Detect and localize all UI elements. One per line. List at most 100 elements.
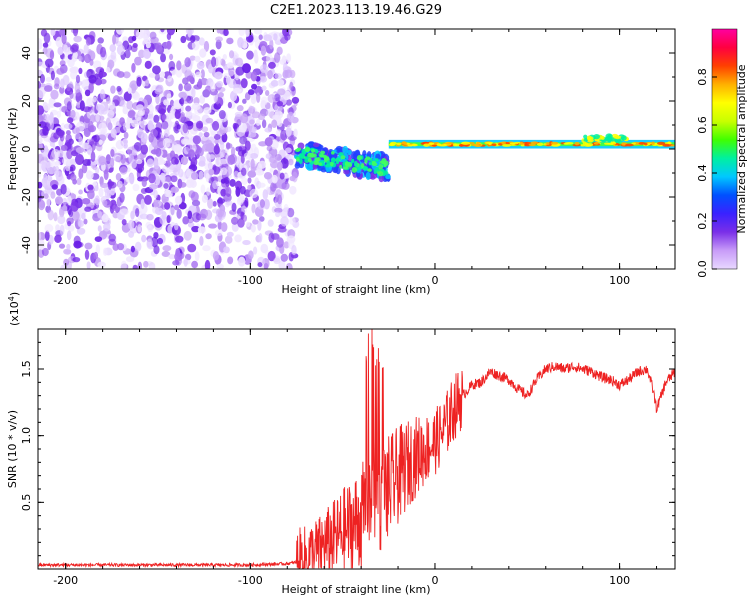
spectrogram-speck: [119, 192, 125, 203]
spectrogram-speck: [261, 119, 267, 129]
spectrogram-speck: [340, 155, 346, 160]
spectrogram-speck: [74, 154, 84, 165]
spectrogram-speck: [282, 69, 289, 79]
spectrogram-speck: [291, 171, 298, 183]
y-tick-label: -40: [20, 236, 33, 254]
spectrogram-speck: [166, 40, 172, 50]
spectrogram-speck: [141, 234, 147, 243]
spectrogram-speck: [66, 149, 73, 160]
spectrogram-speck: [162, 137, 171, 149]
spectrogram-speck: [68, 209, 74, 218]
spectrogram-speck: [128, 219, 135, 230]
spectrogram-speck: [220, 222, 228, 233]
spectrogram-speck: [224, 235, 233, 244]
spectrogram-speck: [66, 101, 72, 112]
spectrogram-speck: [170, 186, 180, 193]
spectrogram-speck: [61, 33, 67, 45]
spectrogram-speck: [75, 147, 84, 154]
spectrogram-speck: [621, 142, 626, 145]
spectrogram-speck: [38, 136, 43, 145]
spectrogram-speck: [131, 35, 137, 42]
spectrogram-speck: [285, 147, 292, 154]
spectrogram-speck: [614, 137, 622, 144]
figure-title: C2E1.2023.113.19.46.G29: [270, 3, 442, 18]
y-tick-label: 1.5: [20, 360, 33, 378]
spectrogram-speck: [130, 119, 139, 128]
spectrogram-speck: [356, 155, 362, 161]
spectrogram-speck: [276, 100, 284, 107]
spectrogram-speck: [288, 158, 294, 166]
spectrogram-speck: [263, 34, 272, 42]
spectrogram-speck: [212, 180, 219, 190]
spectrogram-speck: [69, 193, 77, 199]
spectrogram-speck: [53, 212, 58, 222]
spectrogram-speck: [156, 237, 164, 245]
colorbar-label: Normalized spectral amplitude: [735, 64, 748, 233]
spectrogram-speck: [94, 73, 99, 80]
spectrogram-speck: [119, 117, 125, 126]
spectrogram-speck: [258, 233, 263, 243]
spectrogram-speck: [245, 29, 251, 37]
spectrogram-speck: [347, 149, 352, 156]
spectrogram-speck: [259, 199, 266, 208]
spectrogram-speck: [132, 43, 138, 49]
spectrogram-speck: [280, 129, 288, 141]
spectrogram-speck: [78, 189, 83, 195]
spectrogram-speck: [169, 53, 174, 61]
x-tick-label: 0: [431, 274, 438, 287]
spectrogram-speck: [78, 55, 83, 62]
spectrogram-speck: [247, 184, 252, 191]
spectrogram-speck: [182, 123, 189, 134]
spectrogram-speck: [71, 210, 80, 222]
spectrogram-speck: [242, 240, 251, 246]
spectrogram-speck: [128, 153, 135, 164]
spectrogram-speck: [194, 106, 203, 115]
spectrogram-speck: [180, 97, 185, 107]
spectrogram-speck: [502, 144, 512, 147]
spectrogram-speck: [208, 223, 218, 229]
spectrogram-speck: [69, 91, 74, 100]
spectrogram-speck: [47, 209, 54, 221]
spectrogram-speck: [55, 171, 63, 182]
spectrogram-speck: [135, 207, 140, 218]
spectrogram-y-label: Frequency (Hz): [6, 108, 19, 191]
spectrogram-speck: [197, 226, 206, 234]
spectrogram-speck: [368, 161, 372, 166]
spectrogram-speck: [180, 156, 189, 165]
spectrogram-speck: [294, 162, 301, 169]
spectrogram-speck: [160, 53, 166, 63]
spectrogram-speck: [231, 202, 237, 212]
spectrogram-speck: [186, 95, 194, 104]
spectrogram-speck: [157, 159, 167, 165]
spectrogram-speck: [236, 105, 244, 112]
spectrogram-speck: [102, 199, 108, 207]
snr-scale-label: (x104): [7, 292, 21, 326]
spectrogram-speck: [458, 144, 465, 147]
spectrogram-speck: [274, 52, 281, 64]
spectrogram-speck: [283, 173, 289, 179]
spectrogram-speck: [169, 109, 176, 120]
spectrogram-speck: [99, 46, 107, 58]
spectrogram-speck: [160, 29, 165, 33]
spectrogram-speck: [154, 207, 164, 215]
y-tick-label: 1.0: [20, 427, 33, 445]
spectrogram-speck: [135, 158, 143, 165]
x-tick-label: -100: [238, 274, 263, 287]
spectrogram-speck: [190, 35, 196, 43]
spectrogram-speck: [98, 71, 107, 78]
spectrogram-speck: [148, 262, 156, 269]
spectrogram-speck: [383, 160, 389, 167]
spectrogram-speck: [261, 85, 267, 91]
spectrogram-speck: [53, 132, 60, 140]
spectrogram-speck: [175, 67, 183, 78]
spectrogram-speck: [144, 194, 152, 205]
spectrogram-speck: [205, 85, 212, 93]
spectrogram-speck: [49, 153, 56, 162]
spectrogram-speck: [373, 169, 378, 174]
spectrogram-speck: [148, 72, 156, 78]
spectrogram-speck: [289, 81, 294, 91]
spectrogram-speck: [216, 130, 226, 136]
spectrogram-speck: [61, 106, 68, 113]
spectrogram-speck: [137, 261, 143, 269]
